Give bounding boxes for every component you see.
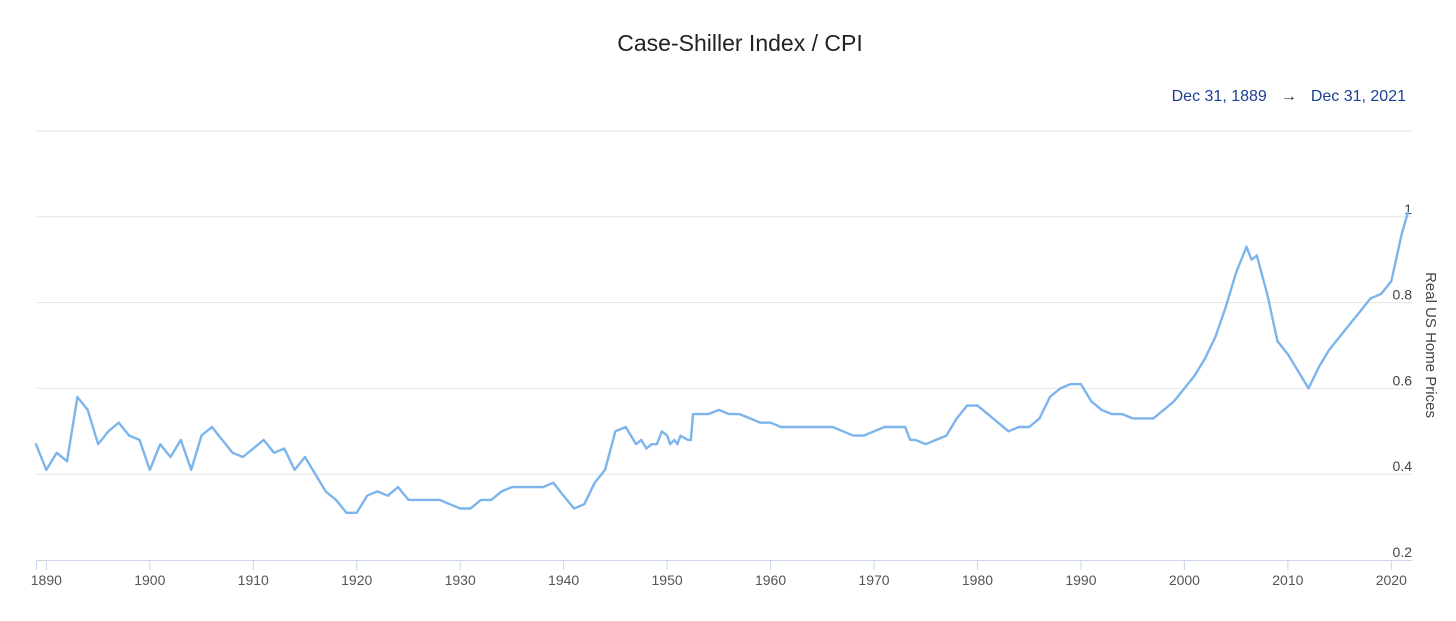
x-tick-label: 2020	[1376, 572, 1407, 588]
y-tick-label: 0.2	[1393, 544, 1413, 560]
y-tick-label: 1	[1404, 201, 1412, 217]
y-tick-labels: 0.2 0.4 0.6 0.8 1	[1393, 201, 1413, 560]
series-layer	[34, 211, 1410, 514]
x-tick-labels: 1890 1900 1910 1920 1930 1940 1950 1960 1970 1980…	[31, 572, 1407, 588]
date-range[interactable]: Dec 31, 1889 → Dec 31, 2021	[1172, 88, 1406, 106]
gridlines	[36, 130, 1412, 475]
x-tick-label: 1990	[1065, 572, 1096, 588]
x-tick-label: 1900	[134, 572, 165, 588]
x-axis	[36, 560, 1412, 570]
x-tick-label: 2010	[1272, 572, 1303, 588]
date-range-start[interactable]: Dec 31, 1889	[1171, 88, 1267, 105]
x-tick-label: 1940	[548, 572, 579, 588]
x-tick-label: 1960	[755, 572, 786, 588]
x-tick-label: 1970	[858, 572, 889, 588]
x-tick-label: 2000	[1169, 572, 1200, 588]
x-tick-label: 1890	[31, 572, 62, 588]
x-tick-label: 1930	[445, 572, 476, 588]
x-tick-label: 1980	[962, 572, 993, 588]
series-line[interactable]	[34, 211, 1410, 514]
y-tick-label: 0.4	[1393, 458, 1413, 474]
chart-title: Case-Shiller Index / CPI	[617, 30, 863, 56]
y-tick-label: 0.6	[1393, 372, 1413, 388]
date-range-end[interactable]: Dec 31, 2021	[1310, 88, 1406, 105]
date-range-arrow-icon: →	[1280, 88, 1297, 105]
x-tick-label: 1910	[238, 572, 269, 588]
x-tick-label: 1920	[341, 572, 372, 588]
x-tick-label: 1950	[652, 572, 683, 588]
y-tick-label: 0.8	[1393, 287, 1413, 303]
y-axis-label: Real US Home Prices	[1422, 272, 1439, 418]
